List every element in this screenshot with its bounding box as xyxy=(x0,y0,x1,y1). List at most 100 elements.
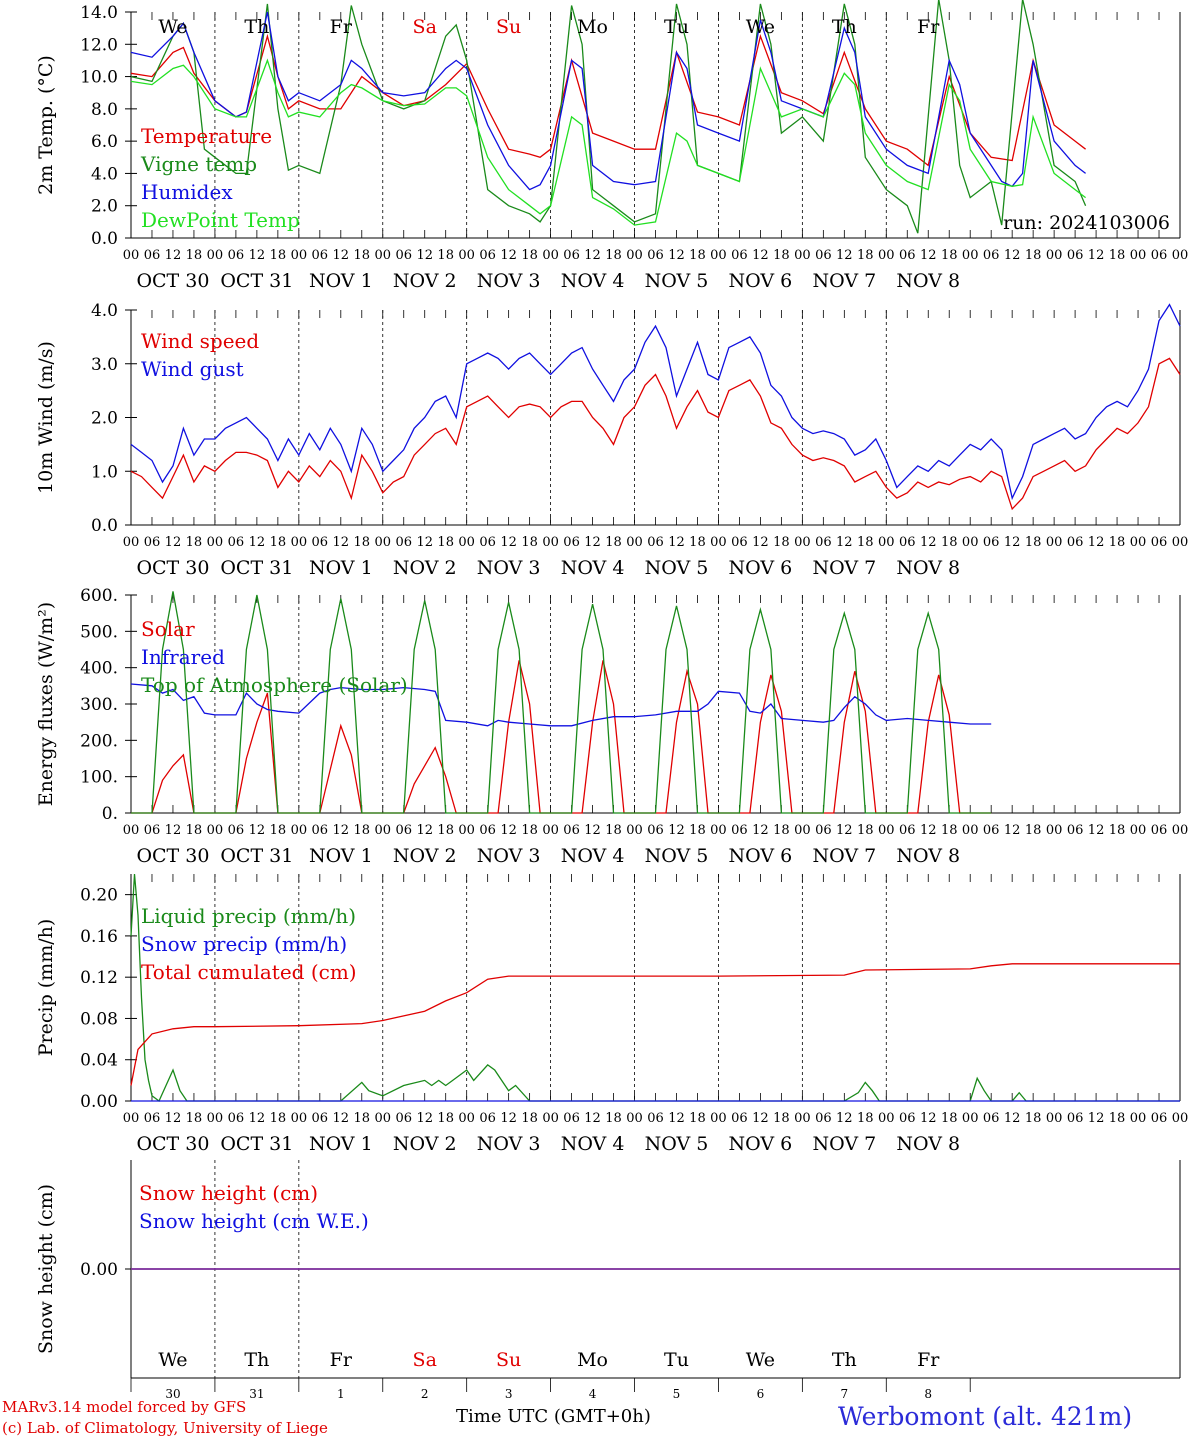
hour-tick-label: 00 xyxy=(794,823,811,838)
hour-tick-label: 00 xyxy=(458,823,475,838)
hour-tick-label: 12 xyxy=(668,535,685,550)
hour-tick-label: 18 xyxy=(521,1111,538,1126)
hour-tick-label: 18 xyxy=(605,248,622,263)
date-label: NOV 4 xyxy=(561,845,625,867)
hour-tick-label: 00 xyxy=(207,1111,224,1126)
weekday-label-bottom: Fr xyxy=(330,1349,353,1371)
weekday-label-bottom: Th xyxy=(832,1349,857,1371)
date-label: NOV 8 xyxy=(896,270,960,292)
y-tick-label: 4.0 xyxy=(91,301,118,321)
y-axis-label: 2m Temp. (°C) xyxy=(35,55,57,195)
day-number-label: 2 xyxy=(421,1387,429,1400)
hour-tick-label: 12 xyxy=(920,1111,937,1126)
hour-tick-label: 00 xyxy=(374,823,391,838)
date-label: NOV 2 xyxy=(393,845,457,867)
hour-tick-label: 12 xyxy=(920,248,937,263)
hour-tick-label: 12 xyxy=(752,535,769,550)
date-label: NOV 2 xyxy=(393,270,457,292)
date-label: NOV 3 xyxy=(477,845,541,867)
hour-tick-label: 00 xyxy=(794,535,811,550)
hour-tick-label: 12 xyxy=(249,535,266,550)
hour-tick-label: 00 xyxy=(962,248,979,263)
weekday-label-bottom: Fr xyxy=(917,1349,940,1371)
legend-entry: Liquid precip (mm/h) xyxy=(141,904,356,928)
hour-tick-label: 00 xyxy=(542,248,559,263)
hour-tick-label: 00 xyxy=(794,248,811,263)
hour-tick-label: 06 xyxy=(479,1111,496,1126)
weekday-label-bottom: We xyxy=(158,1349,187,1371)
hour-tick-label: 00 xyxy=(626,535,643,550)
hour-tick-label: 00 xyxy=(1046,823,1063,838)
y-tick-label: 0.0 xyxy=(91,516,118,536)
y-tick-label: 100. xyxy=(80,768,118,788)
hour-tick-label: 00 xyxy=(123,248,140,263)
hour-tick-label: 12 xyxy=(249,248,266,263)
hour-tick-label: 18 xyxy=(689,823,706,838)
hour-tick-label: 18 xyxy=(270,535,287,550)
date-label: NOV 5 xyxy=(645,270,709,292)
date-label: NOV 1 xyxy=(309,845,373,867)
model-credit: MARv3.14 model forced by GFS xyxy=(2,1398,247,1416)
hour-tick-label: 06 xyxy=(395,535,412,550)
hour-tick-label: 06 xyxy=(312,248,329,263)
hour-tick-label: 12 xyxy=(836,248,853,263)
hour-tick-label: 00 xyxy=(710,823,727,838)
hour-tick-label: 12 xyxy=(1088,1111,1105,1126)
date-label: NOV 6 xyxy=(729,845,793,867)
date-label: NOV 3 xyxy=(477,270,541,292)
hour-tick-label: 06 xyxy=(899,1111,916,1126)
series-line-1-3 xyxy=(130,11,1086,191)
hour-tick-label: 12 xyxy=(249,823,266,838)
hour-tick-label: 18 xyxy=(354,823,371,838)
y-tick-label: 0.20 xyxy=(80,886,118,906)
date-label: NOV 5 xyxy=(645,557,709,579)
y-tick-label: 10.0 xyxy=(80,68,118,88)
hour-tick-label: 18 xyxy=(1025,1111,1042,1126)
date-label: OCT 31 xyxy=(220,270,293,292)
panel-4: 0.00 0.04 0.08 0.12 0.16 0.20 Precip (mm/h) 00 0… xyxy=(35,873,1188,1155)
hour-tick-label: 00 xyxy=(710,535,727,550)
hour-tick-label: 18 xyxy=(773,248,790,263)
day-number-label: 31 xyxy=(249,1387,264,1400)
hour-tick-label: 06 xyxy=(144,248,161,263)
hour-tick-label: 12 xyxy=(500,535,517,550)
hour-tick-label: 06 xyxy=(144,535,161,550)
hour-tick-label: 12 xyxy=(1004,1111,1021,1126)
weekday-label-bottom: We xyxy=(746,1349,775,1371)
y-tick-label: 8.0 xyxy=(91,100,118,120)
hour-tick-label: 00 xyxy=(207,823,224,838)
hour-tick-label: 06 xyxy=(815,248,832,263)
day-number-label: 8 xyxy=(924,1387,932,1400)
hour-tick-label: 18 xyxy=(186,1111,203,1126)
hour-tick-label: 00 xyxy=(878,248,895,263)
hour-tick-label: 00 xyxy=(794,1111,811,1126)
hour-tick-label: 00 xyxy=(123,535,140,550)
series-line-4-3 xyxy=(130,963,1180,1086)
hour-tick-label: 06 xyxy=(395,1111,412,1126)
legend-entry: Humidex xyxy=(141,180,233,204)
hour-tick-label: 06 xyxy=(647,535,664,550)
legend-entry: Wind gust xyxy=(141,357,244,381)
hour-tick-label: 06 xyxy=(815,823,832,838)
hour-tick-label: 12 xyxy=(416,535,433,550)
hour-tick-label: 00 xyxy=(878,1111,895,1126)
hour-tick-label: 12 xyxy=(668,248,685,263)
hour-tick-label: 06 xyxy=(563,535,580,550)
hour-tick-label: 18 xyxy=(1109,823,1126,838)
hour-tick-label: 12 xyxy=(836,823,853,838)
hour-tick-label: 12 xyxy=(333,823,350,838)
hour-tick-label: 12 xyxy=(249,1111,266,1126)
date-label: OCT 30 xyxy=(136,270,209,292)
hour-tick-label: 06 xyxy=(1067,823,1084,838)
date-label: NOV 4 xyxy=(561,1133,625,1155)
hour-tick-label: 00 xyxy=(291,823,308,838)
hour-tick-label: 00 xyxy=(1046,535,1063,550)
legend-entry: Solar xyxy=(141,617,195,641)
series-line-3-3 xyxy=(131,591,992,814)
hour-tick-label: 12 xyxy=(584,823,601,838)
hour-tick-label: 12 xyxy=(920,535,937,550)
hour-tick-label: 18 xyxy=(1025,535,1042,550)
hour-tick-label: 06 xyxy=(563,1111,580,1126)
date-label: NOV 7 xyxy=(812,1133,876,1155)
panel-3: 0. 100. 200. 300. 400. 500. 600. Energy fluxes … xyxy=(35,586,1188,867)
